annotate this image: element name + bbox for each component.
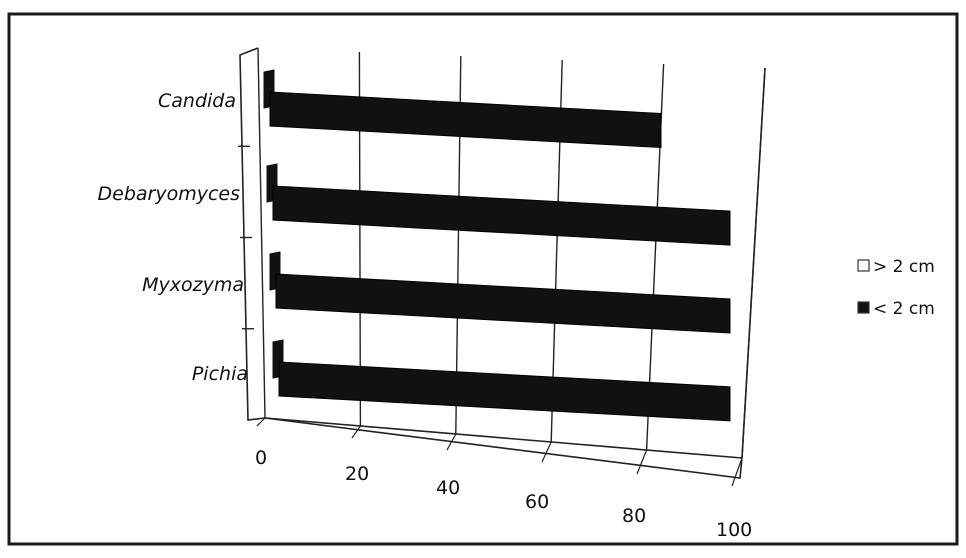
- tick-label-40: 40: [436, 477, 460, 499]
- category-labels: Candida Debaryomyces Myxozyma Pichia: [98, 90, 249, 385]
- tick-label-80: 80: [622, 505, 646, 527]
- category-label-pichia: Pichia: [192, 363, 248, 385]
- bar-debaryomyces: [272, 185, 731, 246]
- gridline-0: [257, 47, 266, 419]
- legend-swatch-2-cm: [857, 259, 870, 272]
- tick-label-100: 100: [716, 519, 752, 541]
- floor-back-edge: [264, 417, 743, 459]
- category-label-candida: Candida: [158, 90, 236, 112]
- floor-tick-20: [351, 425, 361, 439]
- bars: [263, 69, 731, 422]
- category-label-myxozyma: Myxozyma: [142, 274, 244, 296]
- category-label-debaryomyces: Debaryomyces: [98, 183, 241, 205]
- floor-tick-100: [731, 457, 743, 487]
- legend: > 2 cm < 2 cm: [857, 257, 935, 319]
- floor-tick-80: [636, 449, 648, 475]
- back-right-edge: [741, 67, 766, 459]
- floor-front-edge: [264, 417, 743, 479]
- bar-candida: [269, 91, 662, 149]
- bar-myxozyma: [275, 273, 731, 334]
- floor-tick-60: [541, 441, 552, 463]
- tick-label-0: 0: [255, 447, 267, 469]
- bar-pichia: [278, 361, 731, 422]
- legend-swatch-2-cm: [857, 301, 870, 314]
- tick-label-20: 20: [345, 463, 369, 485]
- legend-label-2-cm: < 2 cm: [873, 299, 935, 319]
- chart-border: [7, 12, 959, 546]
- floor-tick-0: [256, 417, 266, 427]
- tick-label-60: 60: [525, 491, 549, 513]
- tick-labels: 0 20 40 60 80 100: [255, 447, 752, 541]
- legend-label-2-cm: > 2 cm: [873, 257, 935, 277]
- axis-walls: [238, 47, 766, 479]
